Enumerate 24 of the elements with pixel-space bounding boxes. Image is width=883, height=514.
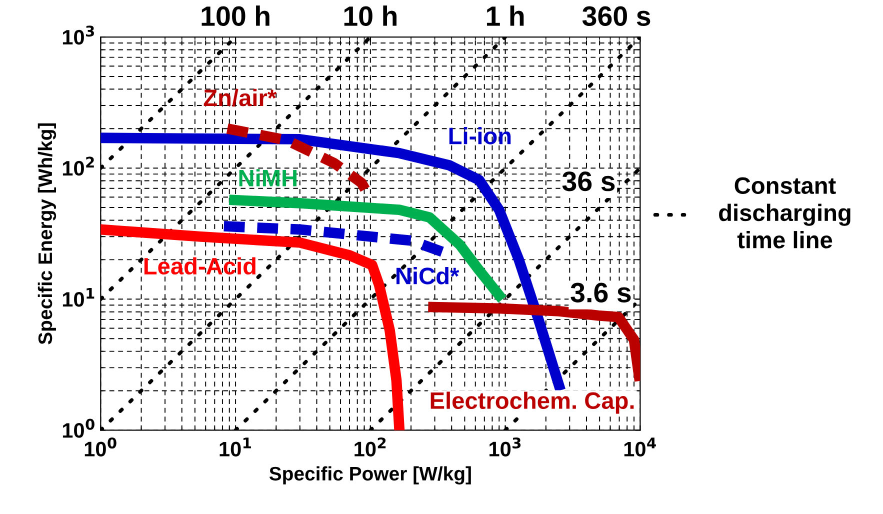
annotation: 360 s — [582, 6, 650, 26]
annotation: 3.6 s — [570, 282, 631, 302]
annotation: 10 h — [344, 6, 396, 26]
annotation: 36 s — [562, 171, 615, 192]
y-tick-label: 10$^{3}$ — [62, 26, 94, 45]
x-tick-label: 10$^{2}$ — [354, 437, 386, 456]
x-axis-title: Specific Power [W/kg] — [269, 466, 471, 485]
series-label: Zn/air* — [204, 88, 277, 106]
y-tick-label: 10$^{0}$ — [62, 418, 94, 438]
y-axis-title: Specific Energy [Wh/kg] — [38, 123, 56, 344]
x-tick-label: 10$^{4}$ — [624, 438, 656, 456]
series-label: Electrochem. Cap. — [430, 392, 634, 414]
x-tick-label: 10$^{1}$ — [220, 438, 251, 456]
annotation: 1 h — [486, 6, 524, 26]
x-tick-label: 10$^{3}$ — [490, 437, 521, 456]
y-tick-label: 10$^{2}$ — [62, 156, 94, 176]
series-label: NiCd* — [396, 267, 460, 284]
x-tick-label: 10$^{0}$ — [84, 437, 116, 456]
text: Constant discharging time line — [719, 177, 850, 248]
series-label: NiMH — [239, 169, 296, 186]
series-label: Lead-Acid — [144, 257, 256, 275]
y-tick-label: 10$^{1}$ — [62, 288, 94, 307]
series-label: Li-ion — [449, 127, 511, 144]
annotation: 100 h — [202, 6, 270, 26]
